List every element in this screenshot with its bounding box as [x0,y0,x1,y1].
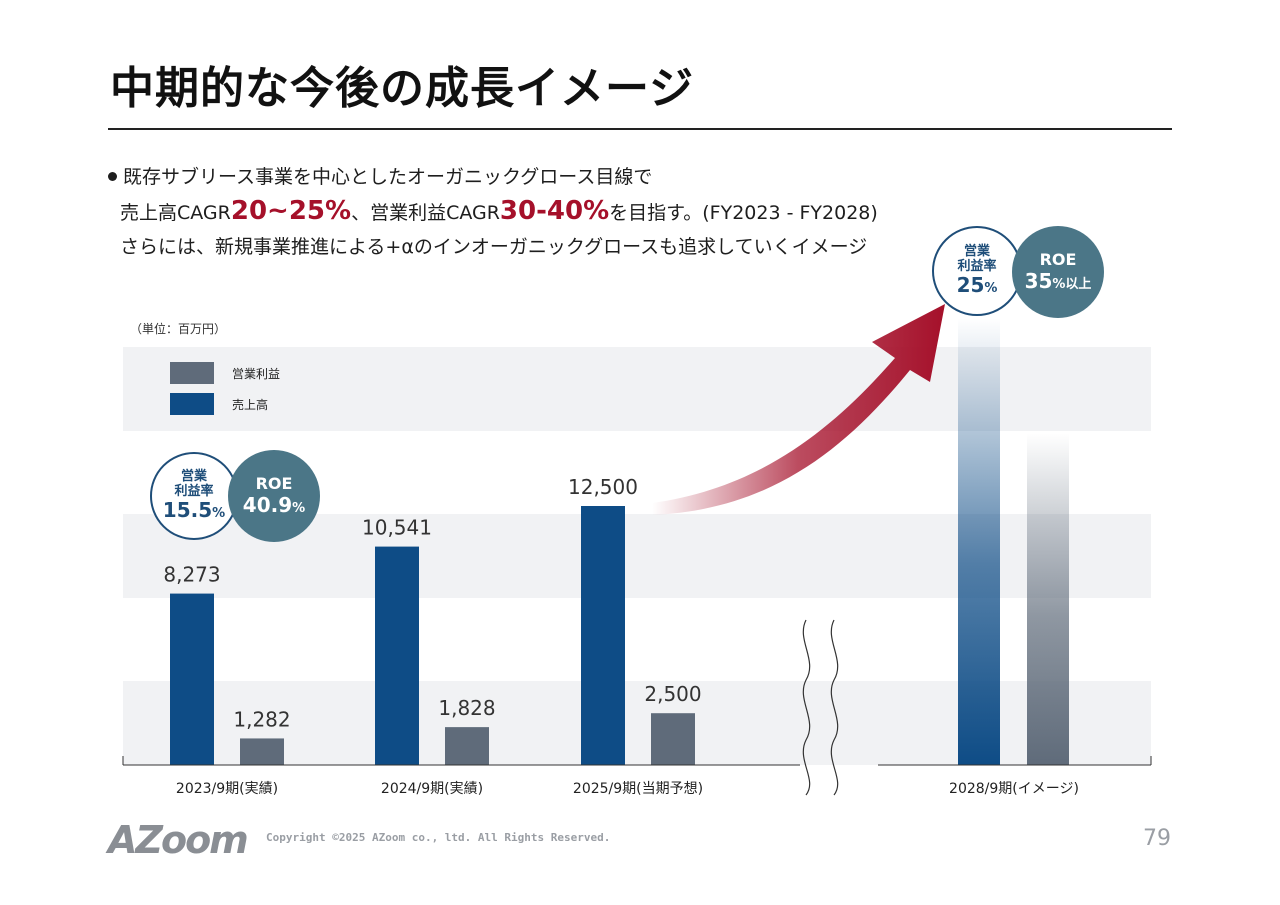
fy2028-roe-value: 35 [1024,268,1053,293]
data-label-sales-2: 12,500 [568,475,638,499]
bullet-text-1: 既存サブリース事業を中心としたオーガニックグロース目線で [123,166,653,188]
axis-break-line-right [830,619,839,796]
page-number: 79 [1143,826,1171,851]
fy2023-margin-badge: 営業 利益率 15.5% [150,452,238,540]
fy2028-roe-label: ROE [1039,250,1077,270]
fy2023-margin-value: 15.5 [162,498,213,523]
x-tick-label-2: 2025/9期(当期予想) [573,781,703,797]
x-tick-label-1: 2024/9期(実績) [381,781,483,797]
fy2028-margin-value: 25 [956,273,985,298]
legend-label-sales: 売上高 [232,397,268,412]
page-title: 中期的な今後の成長イメージ [110,63,695,114]
fy2028-margin-label-2: 利益率 [957,258,997,274]
azoom-logo: AZoom [108,818,249,862]
x-tick-label-0: 2023/9期(実績) [176,781,278,797]
x-tick-labels: 2023/9期(実績) 2024/9期(実績) 2025/9期(当期予想) 2028/… [176,781,1079,797]
fy2023-margin-label-1: 営業 [180,468,207,484]
legend-swatch-operating-profit [170,362,214,384]
x-axis [122,756,1152,766]
bar-operating-profit-0 [240,738,284,765]
bullet-text-2c: を目指す。(FY2023 - FY2028) [609,202,878,224]
fy2028-roe-pct: %以上 [1052,276,1092,292]
data-label-sales-1: 10,541 [362,516,432,540]
bullet-text-2a: 売上高CAGR [120,202,231,224]
data-label-operating-profit-0: 1,282 [233,707,290,731]
fy2023-roe-pct: % [292,500,306,516]
bar-sales-0 [170,593,214,765]
data-label-operating-profit-2: 2,500 [644,682,701,706]
copyright-text: Copyright ©2025 AZoom co., ltd. All Righ… [266,831,611,844]
title-divider [108,128,1172,130]
fy2023-margin-label-2: 利益率 [174,483,214,499]
bar-operating-profit-3 [1027,433,1069,765]
bullet-line-3: さらには、新規事業推進による+αのインオーガニックグロースも追求していくイメージ [108,230,878,264]
bullet-text-3: さらには、新規事業推進による+αのインオーガニックグロースも追求していくイメージ [120,236,868,258]
bullet-line-2: 売上高CAGR20~25%、営業利益CAGR30-40%を目指す。(FY2023… [108,194,878,230]
data-label-sales-0: 8,273 [163,563,220,587]
bullet-text-2b: 、営業利益CAGR [351,202,500,224]
unit-label: （単位：百万円） [130,322,227,336]
axis-break-line-left [802,619,811,796]
fy2023-margin-pct: % [212,506,226,522]
data-labels: 8,273 1,282 10,541 1,828 12,500 2,500 [163,475,701,731]
legend-swatch-sales [170,393,214,415]
bar-operating-profit-2 [651,713,695,765]
fy2028-margin-label-1: 営業 [963,243,990,259]
bars [170,318,1069,765]
axis-break [802,619,839,796]
fy2023-roe-badge: ROE 40.9% [228,450,320,542]
bar-sales-3 [958,318,1000,765]
sales-cagr-highlight: 20~25% [230,196,352,226]
growth-arrow-shape [652,304,945,515]
fy2023-roe-value: 40.9 [242,492,293,517]
fy2023-roe-label: ROE [255,474,293,494]
fy2028-margin-pct: % [984,281,998,297]
bullet-dot-icon [108,171,117,181]
x-tick-label-3: 2028/9期(イメージ) [949,781,1079,797]
fy2028-roe-badge: ROE 35%以上 [1012,226,1104,318]
bar-operating-profit-1 [445,727,489,765]
fy2028-margin-badge: 営業 利益率 25% [932,226,1022,316]
growth-arrow [652,304,945,515]
bar-sales-2 [581,506,625,765]
bar-sales-1 [375,546,419,765]
data-label-operating-profit-1: 1,828 [438,696,495,720]
legend: 営業利益 売上高 [170,362,280,415]
legend-label-operating-profit: 営業利益 [232,367,280,381]
bullet-block: 既存サブリース事業を中心としたオーガニックグロース目線で 売上高CAGR20~2… [108,160,878,264]
profit-cagr-highlight: 30-40% [499,196,610,226]
bullet-line-1: 既存サブリース事業を中心としたオーガニックグロース目線で [108,160,878,194]
